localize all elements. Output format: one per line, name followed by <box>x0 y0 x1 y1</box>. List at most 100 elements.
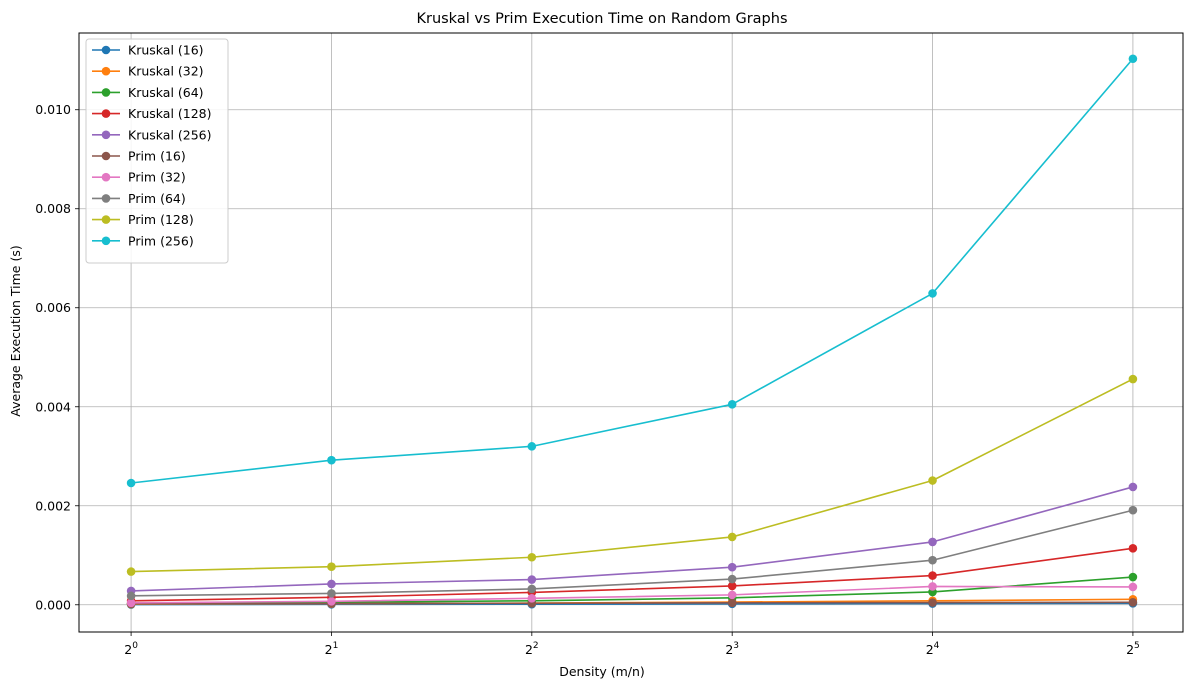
data-point <box>126 478 136 488</box>
legend-label: Kruskal (64) <box>128 85 204 100</box>
legend-box <box>85 38 229 264</box>
data-point <box>327 597 336 606</box>
data-point <box>327 562 336 571</box>
data-point <box>527 584 537 594</box>
data-point <box>1128 544 1138 553</box>
series-line <box>131 585 1133 604</box>
legend-label: Prim (32) <box>128 170 186 185</box>
series <box>126 374 1138 576</box>
series-line <box>131 509 1134 597</box>
legend-swatch-marker <box>101 66 111 76</box>
data-point <box>126 591 136 601</box>
series <box>126 505 1138 601</box>
legend-swatch-marker <box>101 215 111 224</box>
series <box>126 582 1138 608</box>
data-point <box>727 581 737 591</box>
x-tick-label: 21 <box>325 641 339 657</box>
legend-label: Kruskal (128) <box>128 106 212 121</box>
series-line <box>131 378 1134 573</box>
y-tick-label: 0.008 <box>35 201 71 216</box>
x-tick-label: 23 <box>725 641 739 657</box>
legend-label: Kruskal (16) <box>128 43 204 58</box>
data-point <box>928 571 937 580</box>
data-point <box>1128 482 1138 492</box>
data-point <box>527 575 537 584</box>
legend: Kruskal (16) Kruskal (32) Kruskal (64) Krus… <box>85 38 229 264</box>
series-line <box>130 58 1134 484</box>
legend-label: Prim (256) <box>128 233 194 248</box>
chart-title: Kruskal vs Prim Execution Time on Random… <box>416 11 787 27</box>
legend-swatch-marker <box>101 236 111 246</box>
data-point <box>727 399 737 409</box>
series <box>126 482 1138 596</box>
series-line <box>131 547 1134 602</box>
legend-item: Prim (128) <box>92 212 194 227</box>
plot-area-frame <box>78 32 1184 633</box>
legend-item: Prim (32) <box>92 170 186 185</box>
legend-item: Prim (16) <box>92 149 186 164</box>
data-point <box>727 590 737 600</box>
data-point <box>1128 597 1138 607</box>
legend-swatch-marker <box>101 172 111 182</box>
data-point <box>527 442 537 451</box>
data-point <box>126 598 136 608</box>
y-tick-label: 0.006 <box>35 300 71 315</box>
x-axis-label: Density (m/n) <box>559 664 645 679</box>
data-point <box>1128 54 1138 64</box>
legend-swatch-marker <box>101 194 111 203</box>
data-point <box>928 537 937 547</box>
series-line <box>131 486 1134 592</box>
data-point <box>928 598 937 607</box>
data-point <box>928 476 937 485</box>
data-point <box>126 567 136 576</box>
series-layer <box>126 54 1138 609</box>
legend-item: Prim (64) <box>92 191 186 206</box>
legend-label: Kruskal (32) <box>128 64 204 79</box>
x-tick-label: 24 <box>926 641 940 657</box>
data-point <box>1128 505 1138 515</box>
legend-label: Kruskal (256) <box>128 127 212 142</box>
series <box>126 54 1138 488</box>
data-point <box>727 532 737 542</box>
legend-item: Kruskal (64) <box>92 85 204 100</box>
y-tick-label: 0.010 <box>35 102 71 117</box>
data-point <box>727 574 737 584</box>
legend-swatch-marker <box>101 109 111 118</box>
data-point <box>527 552 537 562</box>
y-axis-ticks: 0.000 0.002 0.004 0.006 0.008 0.010 <box>35 102 79 612</box>
legend-label: Prim (128) <box>128 212 194 227</box>
data-point <box>527 594 537 603</box>
x-axis-ticks: 20 21 22 23 24 25 <box>124 632 1140 657</box>
data-point <box>327 589 336 598</box>
legend-label: Prim (64) <box>128 191 186 206</box>
data-point <box>1128 572 1138 582</box>
data-point <box>727 562 737 572</box>
data-point <box>928 289 937 298</box>
y-tick-label: 0.002 <box>35 498 71 513</box>
legend-item: Kruskal (16) <box>92 43 204 58</box>
data-point <box>327 579 336 589</box>
legend-swatch-marker <box>101 88 111 97</box>
legend-label: Prim (16) <box>128 149 186 164</box>
data-point <box>727 598 737 608</box>
legend-item: Kruskal (256) <box>92 127 212 142</box>
data-point <box>928 582 937 591</box>
data-point <box>1128 582 1138 592</box>
data-point <box>327 455 336 465</box>
grid <box>79 33 1183 632</box>
series-line <box>131 576 1133 605</box>
legend-item: Kruskal (128) <box>92 106 212 121</box>
y-tick-label: 0.000 <box>35 597 71 612</box>
data-point <box>1128 374 1138 384</box>
legend-swatch-marker <box>101 130 111 140</box>
legend-swatch-marker <box>101 151 111 161</box>
legend-swatch-marker <box>101 45 111 55</box>
y-tick-label: 0.004 <box>35 399 71 414</box>
x-tick-label: 20 <box>124 641 138 657</box>
x-tick-label: 25 <box>1126 641 1140 657</box>
data-point <box>928 555 937 565</box>
legend-item: Prim (256) <box>92 233 194 248</box>
y-axis-label: Average Execution Time (s) <box>8 245 23 416</box>
legend-item: Kruskal (32) <box>92 64 204 79</box>
